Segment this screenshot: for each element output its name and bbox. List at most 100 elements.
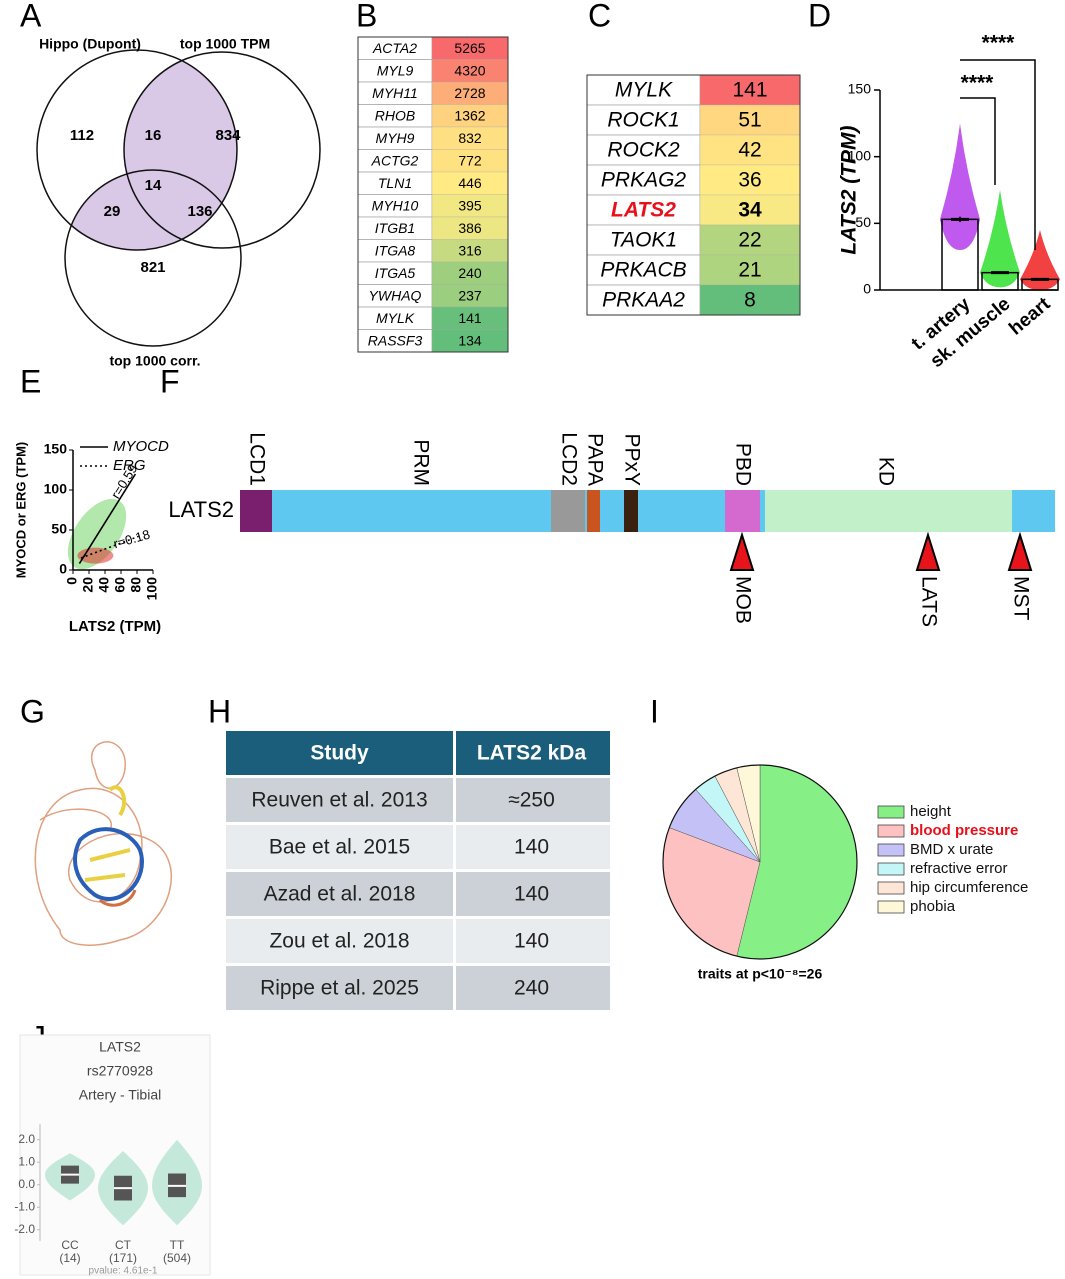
value-cell (699, 74, 801, 106)
y-axis-label: LATS2 (TPM) (838, 125, 861, 254)
legend-swatch (877, 881, 905, 895)
legend-label: phobia (910, 898, 956, 915)
y-tick-label: 150 (44, 441, 68, 457)
table-cell (226, 778, 453, 822)
name-cell (586, 134, 701, 166)
legend-label: ERG (113, 457, 146, 474)
gene-value: 316 (458, 242, 482, 258)
table-text: 140 (514, 883, 549, 906)
domain (765, 490, 1012, 532)
gene-name: MYLK (615, 79, 673, 102)
header-text: LATS2 kDa (477, 742, 587, 765)
gene-name: MYH9 (376, 130, 415, 146)
significance-bracket (960, 97, 996, 185)
point-cloud (1020, 230, 1060, 290)
panel-label: I (650, 693, 659, 729)
gene-name: ROCK2 (607, 139, 680, 162)
venn-count: 821 (140, 259, 165, 276)
venn-count: 16 (145, 127, 162, 144)
gene-name: LATS2 (611, 199, 676, 222)
table-cell (456, 966, 610, 1010)
gene-value: 42 (738, 139, 761, 162)
panel-label: D (808, 0, 831, 33)
point-cloud (940, 123, 980, 250)
gene-value: 22 (738, 229, 761, 252)
table-text: Bae et al. 2015 (269, 836, 410, 859)
venn-circle (36, 49, 238, 251)
panel-label: C (588, 0, 611, 33)
gene-value: 36 (738, 169, 761, 192)
gene-value: 386 (458, 220, 482, 236)
value-cell (699, 284, 801, 316)
violin-title: Artery - Tibial (79, 1087, 161, 1103)
violin-title: rs2770928 (87, 1063, 153, 1079)
legend-label: MYOCD (113, 438, 169, 455)
point-cloud (77, 547, 114, 564)
legend-swatch (877, 824, 905, 838)
domain (587, 490, 600, 532)
table-cell (226, 966, 453, 1010)
violin-title: LATS2 (99, 1039, 141, 1055)
value-cell (699, 104, 801, 136)
venn-set-label: top 1000 TPM (180, 36, 270, 52)
header-text: Study (310, 742, 369, 765)
domain-label: LCD1 (245, 432, 268, 486)
y-tick-label: 100 (848, 147, 872, 163)
domain-label: PRM (409, 439, 432, 486)
x-tick-label: 80 (128, 577, 144, 593)
name-cell (586, 104, 701, 136)
gene-value: 2728 (454, 85, 485, 101)
header-cell (456, 731, 610, 775)
panel-label: F (160, 363, 180, 399)
count-label: (171) (109, 1251, 137, 1265)
y-tick-label: 50 (855, 214, 871, 230)
gene-value: 21 (738, 259, 761, 282)
value-cell (699, 134, 801, 166)
table-cell (456, 825, 610, 869)
pie-caption: traits at p<10⁻⁸=26 (698, 966, 823, 982)
name-cell (586, 194, 701, 226)
gene-value: 141 (458, 310, 482, 326)
table-cell (456, 778, 610, 822)
table-cell (456, 872, 610, 916)
site-label: LATS (917, 576, 940, 627)
legend-label: blood pressure (910, 822, 1018, 839)
table-text: Rippe et al. 2025 (260, 977, 419, 1000)
significance-label: **** (982, 32, 1016, 55)
table-cell (226, 919, 453, 963)
gene-value: 34 (738, 199, 762, 222)
venn-set-label: top 1000 corr. (109, 353, 200, 369)
gene-name: RASSF3 (368, 332, 423, 348)
gene-value: 237 (458, 287, 482, 303)
gene-value: 772 (458, 152, 482, 168)
legend-label: height (910, 803, 952, 820)
gene-name: TLN1 (378, 175, 412, 191)
table-text: Zou et al. 2018 (269, 930, 409, 953)
site-marker (915, 531, 941, 571)
table-cell (456, 919, 610, 963)
gene-name: ROCK1 (607, 109, 679, 132)
y-tick-label: 0 (863, 281, 871, 297)
panel-label: A (20, 0, 42, 33)
protein-label: LATS2 (168, 497, 234, 522)
table-text: Azad et al. 2018 (264, 883, 416, 906)
domain-label: PAPA (583, 433, 606, 486)
venn-set-label: Hippo (Dupont) (39, 36, 141, 52)
site-label: MST (1009, 576, 1032, 621)
venn-overlap (65, 170, 237, 250)
panel-label: B (356, 0, 377, 33)
gene-name: ACTG2 (371, 152, 419, 168)
point-cloud (980, 190, 1020, 288)
venn-count: 112 (70, 127, 94, 144)
y-tick-label: 100 (44, 481, 68, 497)
panel-label: H (208, 693, 231, 729)
x-tick-label: 20 (80, 577, 96, 593)
protein-structure (34, 741, 172, 946)
table-cell (226, 825, 453, 869)
x-tick-label: TT (170, 1238, 185, 1252)
y-tick-label: -2.0 (14, 1222, 35, 1236)
y-tick-label: -1.0 (14, 1199, 35, 1213)
domain (551, 490, 585, 532)
gene-name: ACTA2 (372, 40, 417, 56)
x-tick-label: CT (115, 1238, 132, 1252)
